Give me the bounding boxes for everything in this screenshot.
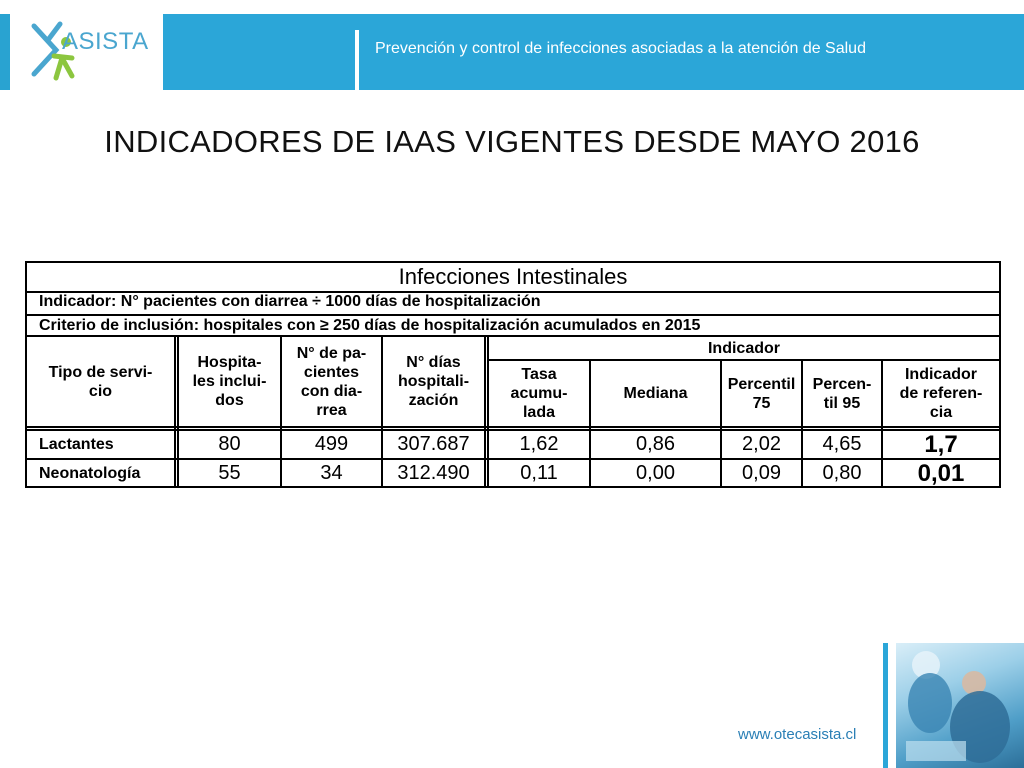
header-left-stripe <box>0 14 10 90</box>
col-divider <box>177 335 179 488</box>
header-indicador-group: Indicador <box>707 339 780 357</box>
header-bar <box>163 14 1024 90</box>
table-divider <box>27 335 999 337</box>
table-divider <box>27 291 999 293</box>
header-tipo: Tipo de servi- cio <box>48 363 153 400</box>
row-neonatologia-dias: 312.490 <box>397 461 470 484</box>
table-divider <box>27 314 999 316</box>
col-divider <box>174 335 176 488</box>
asista-logo: ASISTA <box>26 18 156 84</box>
row-lactantes-p95: 4,65 <box>822 433 862 455</box>
header-bottom-line <box>27 426 999 428</box>
row-neonatologia-p95: 0,80 <box>822 461 862 484</box>
col-divider <box>589 359 591 488</box>
col-divider <box>484 335 486 488</box>
header-referencia: Indicador de referen- cia <box>899 366 983 421</box>
indicator-table: Infecciones Intestinales Indicador: N° p… <box>25 261 1001 488</box>
table-criterio-text: Criterio de inclusión: hospitales con ≥ … <box>39 317 701 334</box>
col-divider <box>881 359 883 488</box>
row-lactantes-pacientes: 499 <box>314 433 349 455</box>
header-tasa: Tasa acumu- lada <box>510 366 568 421</box>
table-indicator-text: Indicador: N° pacientes con diarrea ÷ 10… <box>39 293 541 310</box>
row-neonatologia-p75: 0,09 <box>742 461 781 484</box>
row-lactantes-hospitales: 80 <box>218 433 241 455</box>
indicator-group-divider <box>487 359 999 361</box>
header-dias: N° días hospitali- zación <box>397 354 470 409</box>
row-neonatologia-mediana: 0,00 <box>636 461 675 484</box>
row-neonatologia-pacientes: 34 <box>320 461 343 484</box>
footer-divider <box>883 643 888 768</box>
header-p75: Percentil 75 <box>727 375 796 412</box>
row-neonatologia-tipo: Neonatología <box>39 464 141 482</box>
row-neonatologia-referencia: 0,01 <box>917 459 965 487</box>
header-divider <box>355 30 359 90</box>
row-lactantes-p75: 2,02 <box>742 433 781 455</box>
header-pacientes: N° de pa- cientes con dia- rrea <box>296 344 367 419</box>
row-neonatologia-hospitales: 55 <box>218 461 241 484</box>
row-lactantes-tasa: 1,62 <box>519 433 559 455</box>
row-divider <box>27 458 999 460</box>
col-divider <box>381 335 383 488</box>
row-lactantes-dias: 307.687 <box>397 433 470 455</box>
header-mediana: Mediana <box>623 385 688 402</box>
header-bottom-line <box>27 429 999 431</box>
col-divider <box>720 359 722 488</box>
header-tagline: Prevención y control de infecciones asoc… <box>375 40 866 57</box>
row-neonatologia-tasa: 0,11 <box>520 461 558 484</box>
header-p95: Percen- til 95 <box>812 375 872 412</box>
surgery-photo-icon <box>906 651 1010 763</box>
row-lactantes-mediana: 0,86 <box>636 433 675 455</box>
logo-text: ASISTA <box>62 28 149 55</box>
table-title: Infecciones Intestinales <box>398 264 628 289</box>
footer-url[interactable]: www.otecasista.cl <box>738 726 857 743</box>
row-lactantes-referencia: 1,7 <box>924 431 958 458</box>
asista-logo-icon <box>31 21 75 81</box>
row-lactantes-tipo: Lactantes <box>39 436 114 453</box>
slide-title: INDICADORES DE IAAS VIGENTES DESDE MAYO … <box>104 124 920 159</box>
col-divider <box>280 335 282 488</box>
header-hospitales: Hospita- les inclui- dos <box>192 354 267 409</box>
medical-team-photo <box>896 643 1024 768</box>
col-divider <box>801 359 803 488</box>
col-divider <box>487 335 489 488</box>
